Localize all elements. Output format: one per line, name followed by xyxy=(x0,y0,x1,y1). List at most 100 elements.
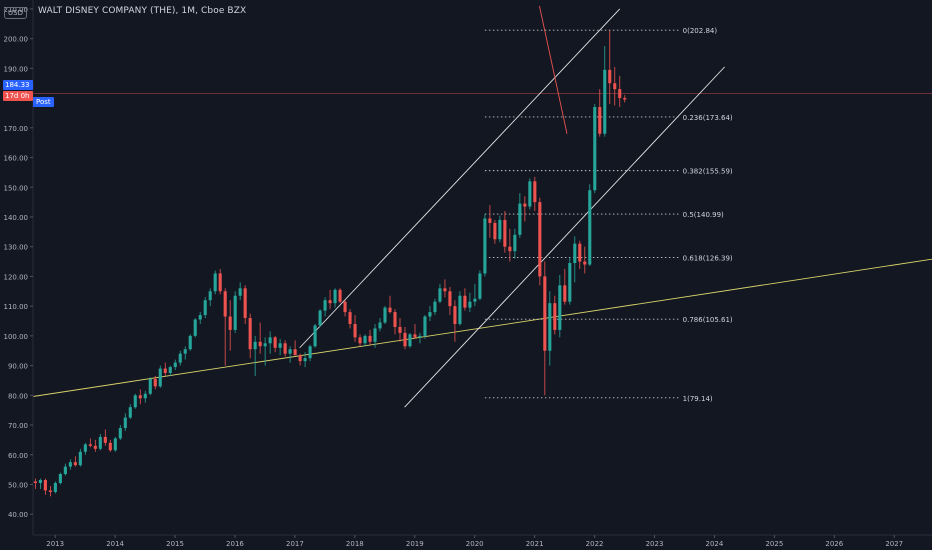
candle-body xyxy=(518,203,522,235)
candle-body xyxy=(398,326,402,333)
candle-body xyxy=(513,234,517,252)
candle xyxy=(558,274,562,338)
candle xyxy=(343,300,347,317)
candle-body xyxy=(158,368,162,387)
candle-body xyxy=(148,378,152,394)
y-tick-label: 130.00 xyxy=(4,244,29,252)
candle xyxy=(178,350,182,366)
candle-body xyxy=(543,276,547,351)
candle xyxy=(423,315,427,339)
candle xyxy=(563,268,567,305)
candle xyxy=(248,313,252,359)
candle xyxy=(608,30,612,105)
x-tick-label: 2027 xyxy=(885,540,903,548)
candle-body xyxy=(183,349,187,354)
candle xyxy=(68,459,72,470)
candle-body xyxy=(508,246,512,252)
candle xyxy=(438,283,442,304)
candle xyxy=(553,295,557,335)
candle xyxy=(83,442,87,455)
candle-body xyxy=(243,288,247,319)
candle-body xyxy=(283,343,287,354)
candle-body xyxy=(598,107,602,134)
candle-body xyxy=(468,301,472,308)
x-tick-label: 2020 xyxy=(466,540,484,548)
candle xyxy=(578,240,582,269)
candle-body xyxy=(428,312,432,317)
candle xyxy=(583,246,587,274)
candle xyxy=(273,335,277,353)
candle xyxy=(448,286,452,316)
candle xyxy=(543,261,547,396)
candle xyxy=(48,485,52,497)
candle xyxy=(398,318,402,342)
candle-body xyxy=(378,322,382,329)
candle xyxy=(433,298,437,316)
candle xyxy=(428,306,432,321)
candle-body xyxy=(138,395,142,399)
candle xyxy=(393,309,397,335)
candle xyxy=(198,312,202,324)
candle-body xyxy=(238,288,242,296)
candle-body xyxy=(228,316,232,330)
candle-body xyxy=(273,337,277,348)
candle-body xyxy=(33,481,37,483)
candle-body xyxy=(218,273,222,292)
candle-body xyxy=(38,480,42,483)
y-tick-label: 50.00 xyxy=(8,481,28,489)
candle-body xyxy=(573,243,577,264)
candle-body xyxy=(98,436,102,449)
candle-body xyxy=(128,407,132,418)
candle-body xyxy=(563,285,567,302)
candle xyxy=(283,340,287,357)
candle-body xyxy=(363,335,367,344)
candle xyxy=(603,46,607,137)
candle-body xyxy=(368,335,372,342)
currency-badge[interactable]: USD xyxy=(4,7,27,19)
candle-body xyxy=(548,303,552,351)
candle xyxy=(373,323,377,348)
candle xyxy=(78,448,82,467)
candle xyxy=(183,346,187,360)
candle-body xyxy=(623,98,627,100)
candle xyxy=(323,297,327,317)
y-tick-label: 120.00 xyxy=(4,273,29,281)
candle xyxy=(523,196,527,222)
trendline-channel_lower xyxy=(404,66,725,408)
candle xyxy=(568,257,572,305)
candle-body xyxy=(88,444,92,446)
y-tick-label: 170.00 xyxy=(4,125,29,133)
x-tick-label: 2026 xyxy=(825,540,843,548)
candle-body xyxy=(323,300,327,311)
candle-body xyxy=(303,358,307,362)
candle-body xyxy=(188,335,192,350)
candle xyxy=(53,481,57,494)
y-tick-label: 200.00 xyxy=(4,36,29,44)
candle xyxy=(463,288,467,311)
candle xyxy=(298,353,302,366)
candle xyxy=(458,291,462,326)
fib-label-0.236: 0.236(173.64) xyxy=(683,114,733,122)
candle-body xyxy=(553,303,557,330)
candle xyxy=(618,75,622,107)
candle-body xyxy=(533,181,537,203)
candle-body xyxy=(388,307,392,313)
candle xyxy=(313,323,317,348)
candle xyxy=(573,236,577,283)
x-tick-label: 2018 xyxy=(346,540,364,548)
candle xyxy=(513,228,517,259)
candle xyxy=(508,228,512,262)
candle xyxy=(368,329,372,345)
candle-body xyxy=(208,291,212,301)
candle xyxy=(213,270,217,295)
candle xyxy=(108,439,112,452)
candle xyxy=(328,289,332,310)
candle xyxy=(493,219,497,244)
candle xyxy=(98,433,102,451)
x-tick-label: 2016 xyxy=(226,540,244,548)
candle-body xyxy=(418,335,422,338)
y-tick-label: 150.00 xyxy=(4,184,29,192)
candle xyxy=(488,205,492,238)
candle-body xyxy=(163,368,167,374)
